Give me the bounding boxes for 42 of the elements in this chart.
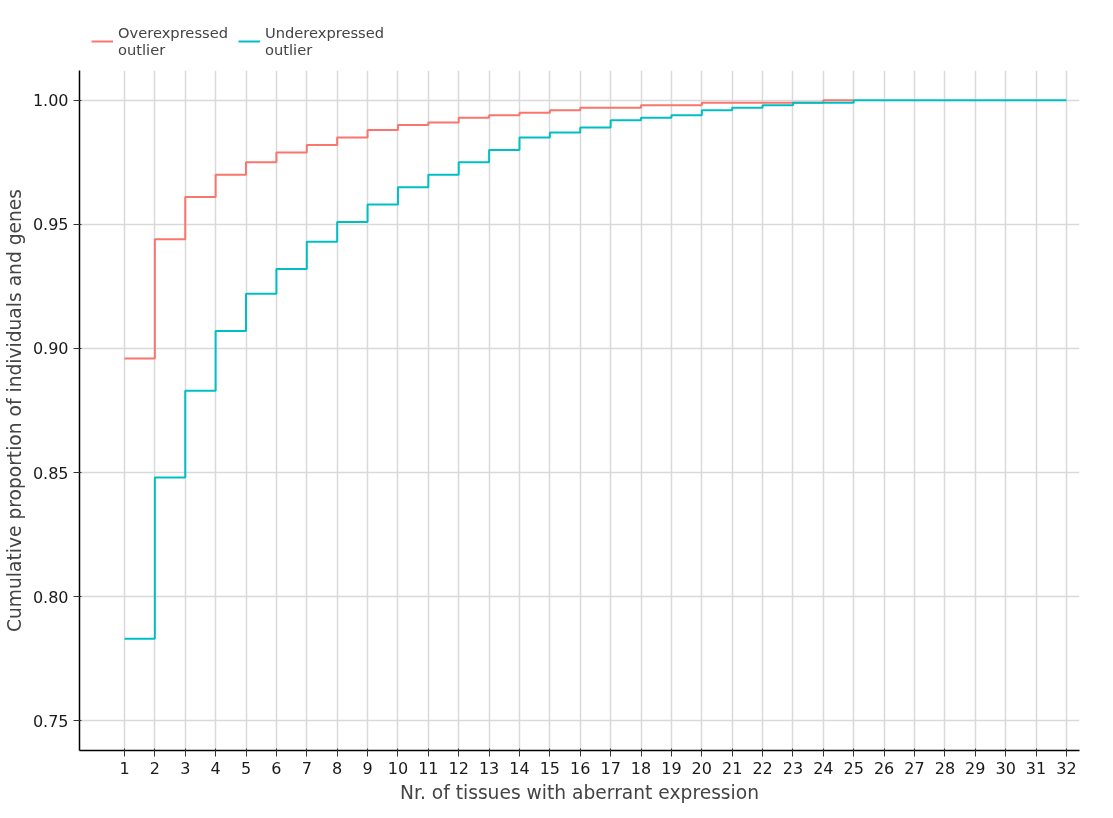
x-tick-label: 29 bbox=[965, 758, 986, 778]
y-tick-label: 0.75 bbox=[32, 711, 69, 731]
x-tick-label: 11 bbox=[418, 758, 439, 778]
y-tick-label: 1.00 bbox=[32, 91, 69, 111]
x-tick-label: 3 bbox=[180, 758, 191, 778]
x-tick-label: 15 bbox=[539, 758, 561, 778]
x-tick-label: 12 bbox=[448, 758, 469, 778]
x-tick-label: 18 bbox=[630, 758, 652, 778]
x-tick-label: 24 bbox=[813, 758, 834, 778]
x-tick-label: 7 bbox=[301, 758, 312, 778]
x-tick-label: 20 bbox=[691, 758, 712, 778]
y-axis-title: Cumulative proportion of individuals and genes bbox=[3, 189, 25, 632]
x-tick-label: 27 bbox=[904, 758, 925, 778]
x-tick-label: 4 bbox=[210, 758, 221, 778]
x-tick-label: 5 bbox=[240, 758, 252, 778]
x-tick-label: 6 bbox=[271, 758, 282, 778]
legend-label: Underexpressed outlier bbox=[264, 24, 385, 58]
x-tick-label: 21 bbox=[722, 758, 743, 778]
x-tick-label: 32 bbox=[1056, 758, 1077, 778]
x-tick-label: 17 bbox=[600, 758, 621, 778]
x-tick-label: 1 bbox=[119, 758, 130, 778]
x-tick-label: 13 bbox=[478, 758, 500, 778]
y-tick-label: 0.90 bbox=[32, 339, 69, 359]
x-tick-label: 2 bbox=[149, 758, 160, 778]
x-tick-label: 22 bbox=[752, 758, 773, 778]
y-tick-label: 0.80 bbox=[32, 587, 69, 607]
x-tick-label: 10 bbox=[387, 758, 409, 778]
x-tick-label: 19 bbox=[661, 758, 682, 778]
x-tick-label: 28 bbox=[934, 758, 956, 778]
x-tick-label: 23 bbox=[782, 758, 804, 778]
x-tick-label: 26 bbox=[873, 758, 895, 778]
y-tick-label: 0.95 bbox=[32, 215, 69, 235]
x-tick-label: 14 bbox=[509, 758, 530, 778]
x-tick-label: 30 bbox=[995, 758, 1016, 778]
legend-label: Overexpressed outlier bbox=[118, 24, 228, 58]
x-tick-label: 9 bbox=[362, 758, 373, 778]
y-tick-label: 0.85 bbox=[32, 463, 69, 483]
x-tick-label: 25 bbox=[843, 758, 864, 778]
x-tick-label: 16 bbox=[570, 758, 591, 778]
x-tick-label: 8 bbox=[332, 758, 343, 778]
x-tick-label: 31 bbox=[1025, 758, 1047, 778]
x-axis-title: Nr. of tissues with aberrant expression bbox=[400, 781, 760, 803]
